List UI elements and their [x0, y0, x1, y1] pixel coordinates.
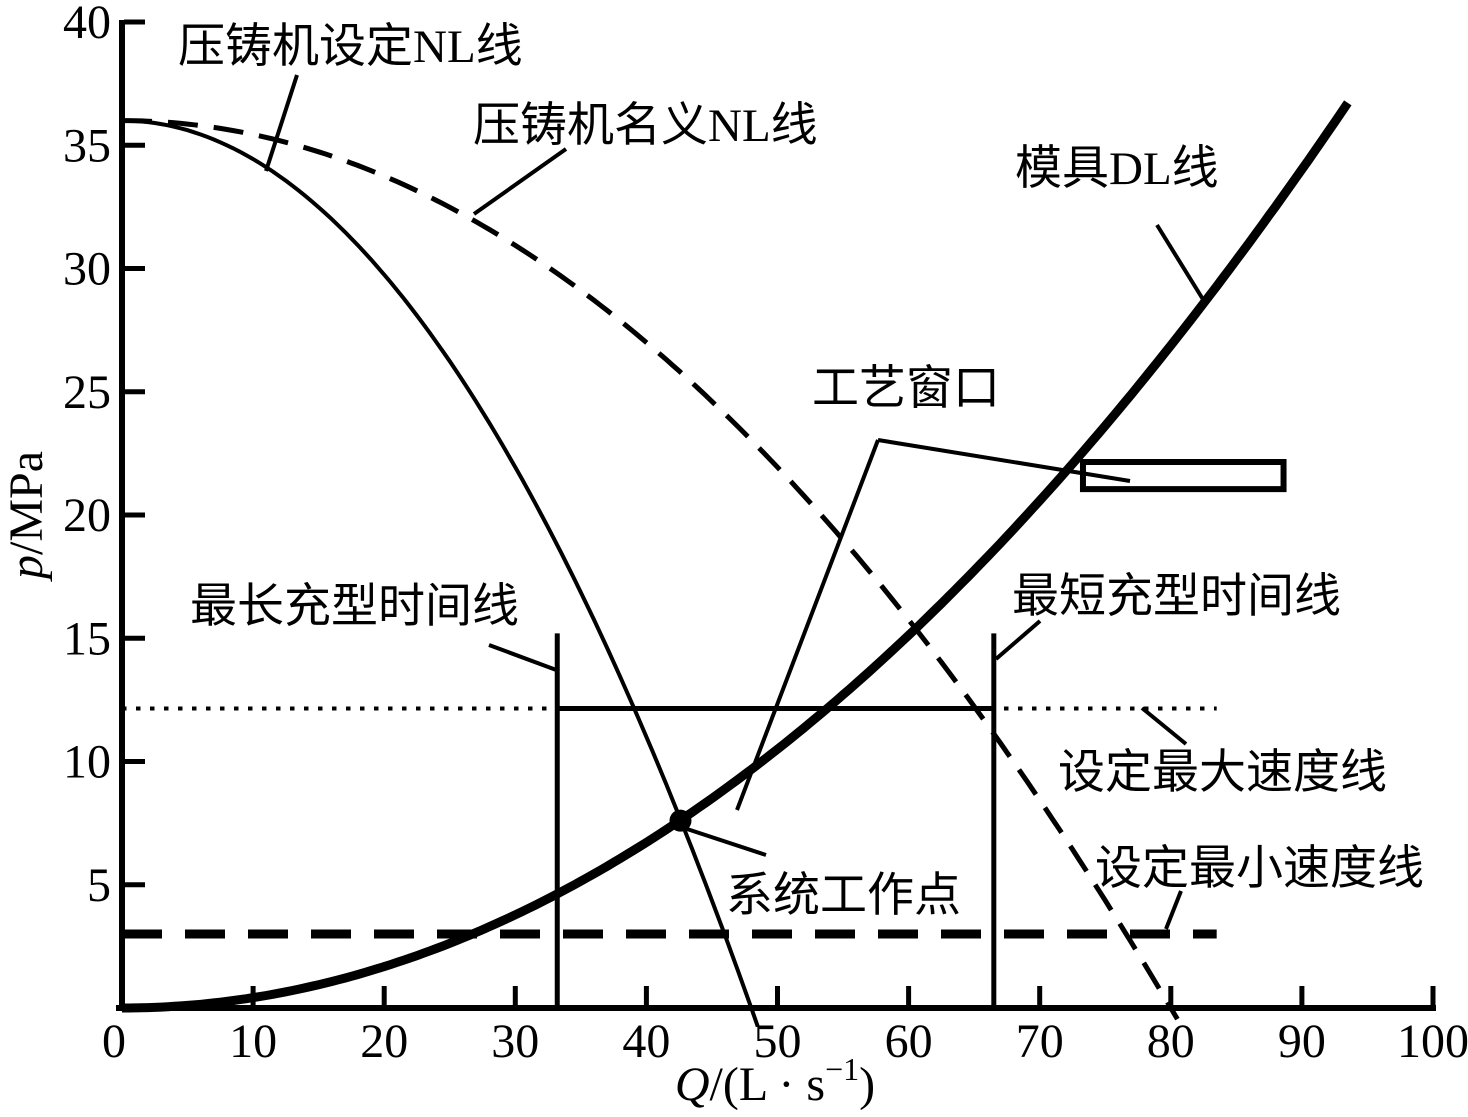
dl-label: 模具DL线	[1015, 143, 1219, 195]
y-tick-label-35: 35	[63, 119, 111, 172]
max-speed-label-leader-1	[1140, 706, 1188, 746]
process-window-label-leader-2	[877, 438, 1131, 483]
x-tick-label-30: 30	[491, 1015, 539, 1068]
operating-point-dot	[669, 809, 692, 832]
nominal-nl-label-leader-1	[472, 147, 568, 216]
min-speed-label-leader-1	[1164, 890, 1183, 930]
x-tick-label-70: 70	[1016, 1015, 1064, 1068]
operating-point-label-leader-1	[683, 826, 767, 857]
set-nl-label-leader-1	[264, 74, 299, 172]
longest-fill-label-leader-1	[488, 643, 560, 673]
set-nl-line	[121, 118, 760, 1028]
y-tick-label-30: 30	[63, 243, 111, 296]
x-tick-label-100: 100	[1397, 1015, 1468, 1068]
x-tick-label-50: 50	[754, 1015, 802, 1068]
x-tick-label-80: 80	[1147, 1015, 1195, 1068]
dl-line	[122, 100, 1352, 1013]
max-speed-label: 设定最大速度线	[1058, 747, 1387, 799]
longest-fill-label: 最长充型时间线	[190, 581, 519, 633]
shortest-fill-label: 最短充型时间线	[1012, 571, 1341, 623]
x-tick-label-40: 40	[622, 1015, 670, 1068]
y-tick-label-15: 15	[63, 612, 111, 665]
y-tick-label-40: 40	[63, 0, 111, 49]
x-tick-label-20: 20	[360, 1015, 408, 1068]
x-axis-title: Q/(L · s−1​)	[675, 1051, 875, 1111]
process-window-legend-box	[1079, 459, 1287, 493]
y-tick-label-5: 5	[87, 859, 111, 912]
dl-label-leader-1	[1155, 223, 1206, 303]
nominal-nl-label: 压铸机名义NL线	[473, 100, 818, 152]
x-tick-label-60: 60	[885, 1015, 933, 1068]
x-tick-label-0: 0	[102, 1015, 126, 1068]
set-nl-label: 压铸机设定NL线	[178, 21, 523, 73]
y-tick-label-10: 10	[63, 736, 111, 789]
shortest-fill-label-leader-1	[994, 619, 1042, 661]
operating-point-label: 系统工作点	[726, 870, 961, 922]
x-tick-label-10: 10	[229, 1015, 277, 1068]
x-tick-label-90: 90	[1278, 1015, 1326, 1068]
nominal-nl-line	[122, 118, 1180, 1021]
y-tick-label-25: 25	[63, 366, 111, 419]
min-speed-label: 设定最小速度线	[1095, 843, 1424, 895]
y-axis-title: p/MPa	[0, 451, 53, 582]
process-window-label: 工艺窗口	[812, 363, 1000, 415]
process-window-label-leader-1	[735, 439, 880, 811]
y-tick-label-20: 20	[63, 489, 111, 542]
